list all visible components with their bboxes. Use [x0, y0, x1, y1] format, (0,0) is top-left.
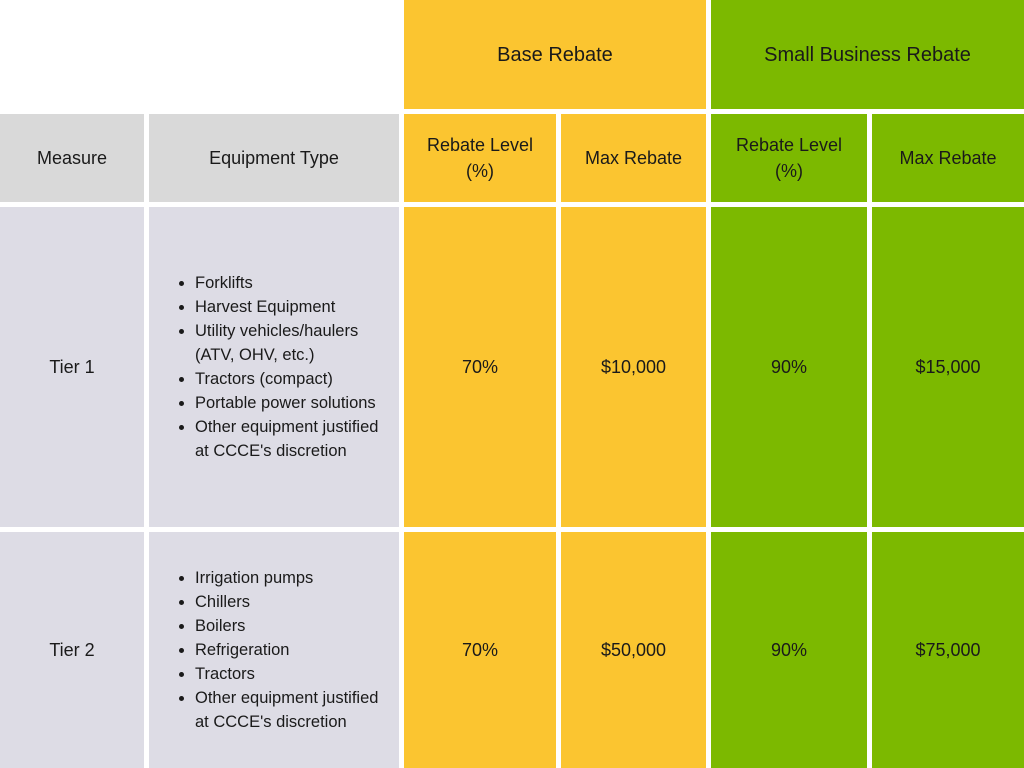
list-item: Tractors	[195, 662, 389, 686]
table-row-tier-1-sb-rebate-level: 90%	[711, 207, 867, 527]
sb-rebate-level-value: 90%	[770, 357, 808, 377]
table-row-tier-2-equipment: Irrigation pumps Chillers Boilers Refrig…	[149, 532, 399, 768]
list-item: Tractors (compact)	[195, 367, 389, 391]
equipment-list: Irrigation pumps Chillers Boilers Refrig…	[173, 566, 389, 734]
sb-rebate-level-column-label: Rebate Level (%)	[735, 135, 843, 181]
table-row-tier-2-sb-rebate-level: 90%	[711, 532, 867, 768]
list-item: Irrigation pumps	[195, 566, 389, 590]
list-item: Forklifts	[195, 271, 389, 295]
small-business-rebate-header-label: Small Business Rebate	[764, 43, 971, 66]
sb-rebate-level-column-header: Rebate Level (%)	[711, 114, 867, 202]
base-rebate-level-column-header: Rebate Level (%)	[404, 114, 556, 202]
base-max-rebate-value: $50,000	[600, 640, 667, 660]
list-item: Refrigeration	[195, 638, 389, 662]
base-max-rebate-value: $10,000	[600, 357, 667, 377]
base-rebate-header: Base Rebate	[404, 0, 706, 109]
list-item: Chillers	[195, 590, 389, 614]
measure-column-label: Measure	[36, 148, 108, 168]
table-row-tier-2-sb-max-rebate: $75,000	[872, 532, 1024, 768]
table-row-tier-1-base-max-rebate: $10,000	[561, 207, 706, 527]
table-row-tier-2-measure: Tier 2	[0, 532, 144, 768]
table-row-tier-1-sb-max-rebate: $15,000	[872, 207, 1024, 527]
base-rebate-level-value: 70%	[461, 640, 499, 660]
list-item: Utility vehicles/haulers (ATV, OHV, etc.…	[195, 319, 389, 367]
table-row-tier-2-base-rebate-level: 70%	[404, 532, 556, 768]
list-item: Other equipment justified at CCCE's disc…	[195, 415, 389, 463]
small-business-rebate-header: Small Business Rebate	[711, 0, 1024, 109]
sb-rebate-level-value: 90%	[770, 640, 808, 660]
table-row-tier-2-base-max-rebate: $50,000	[561, 532, 706, 768]
list-item: Boilers	[195, 614, 389, 638]
list-item: Other equipment justified at CCCE's disc…	[195, 686, 389, 734]
base-max-rebate-column-header: Max Rebate	[561, 114, 706, 202]
table-row-tier-1-measure: Tier 1	[0, 207, 144, 527]
measure-label: Tier 2	[49, 640, 95, 660]
measure-column-header: Measure	[0, 114, 144, 202]
sb-max-rebate-value: $15,000	[915, 357, 981, 377]
measure-label: Tier 1	[49, 357, 95, 377]
equipment-list: Forklifts Harvest Equipment Utility vehi…	[173, 271, 389, 463]
base-max-rebate-column-label: Max Rebate	[584, 148, 683, 168]
base-rebate-level-column-label: Rebate Level (%)	[426, 135, 534, 181]
base-rebate-header-label: Base Rebate	[497, 43, 613, 66]
table-row-tier-1-equipment: Forklifts Harvest Equipment Utility vehi…	[149, 207, 399, 527]
list-item: Harvest Equipment	[195, 295, 389, 319]
base-rebate-level-value: 70%	[461, 357, 499, 377]
table-row-tier-1-base-rebate-level: 70%	[404, 207, 556, 527]
sb-max-rebate-value: $75,000	[915, 640, 981, 660]
sb-max-rebate-column-header: Max Rebate	[872, 114, 1024, 202]
list-item: Portable power solutions	[195, 391, 389, 415]
sb-max-rebate-column-label: Max Rebate	[899, 148, 997, 168]
equipment-type-column-header: Equipment Type	[149, 114, 399, 202]
equipment-type-column-label: Equipment Type	[209, 148, 339, 168]
